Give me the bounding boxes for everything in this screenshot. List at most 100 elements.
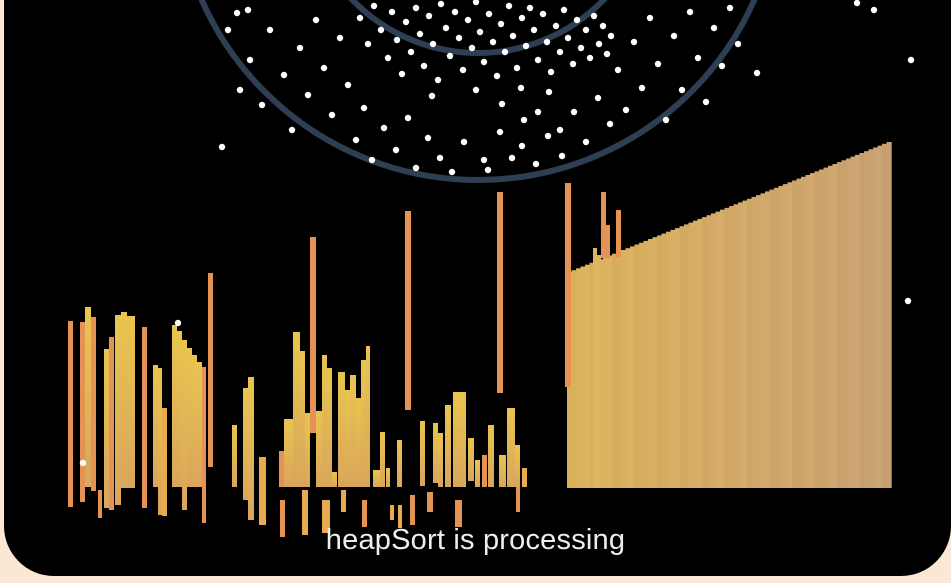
- star-dot: [468, 44, 476, 52]
- star-dot: [518, 14, 526, 22]
- ramp-bar: [576, 268, 582, 488]
- star-dot: [520, 116, 528, 124]
- star-dot: [320, 64, 328, 72]
- sort-bar: [115, 315, 121, 505]
- sort-bar: [475, 460, 480, 487]
- star-dot: [312, 16, 320, 24]
- star-dot: [544, 132, 552, 140]
- ramp-bar: [711, 213, 717, 488]
- star-dot: [753, 69, 761, 77]
- star-dot: [606, 120, 614, 128]
- star-dot: [594, 94, 602, 102]
- orbit-circle: [198, 0, 758, 183]
- star-dot: [436, 154, 444, 162]
- ramp-bar: [810, 173, 816, 488]
- ramp-bar: [778, 185, 784, 488]
- sort-bar: [293, 332, 300, 487]
- sort-bar: [280, 500, 285, 537]
- star-dot: [384, 54, 392, 62]
- sort-bar: [345, 390, 350, 487]
- ramp-bar: [657, 235, 663, 488]
- ramp-bar: [864, 151, 870, 488]
- star-dot: [280, 71, 288, 79]
- star-dot: [364, 40, 372, 48]
- ramp-bar: [846, 158, 852, 488]
- star-dot: [79, 459, 87, 467]
- ramp-bar: [742, 200, 748, 488]
- star-dot: [904, 297, 912, 305]
- sort-bar: [279, 451, 284, 487]
- star-dot: [412, 164, 420, 172]
- star-dot: [622, 106, 630, 114]
- ramp-bar: [882, 143, 888, 489]
- sort-bar: [507, 408, 515, 487]
- ramp-bar: [747, 198, 753, 489]
- sort-bar: [460, 392, 466, 487]
- star-dot: [569, 60, 577, 68]
- star-dot: [498, 100, 506, 108]
- ramp-bar: [603, 257, 609, 488]
- sort-bar: [80, 322, 85, 502]
- sort-bar: [153, 365, 158, 487]
- star-dot: [508, 154, 516, 162]
- ramp-bar: [738, 202, 744, 488]
- ramp-bar: [612, 253, 618, 488]
- orbit-circle: [348, 0, 608, 56]
- ramp-bar: [625, 248, 631, 488]
- star-dot: [360, 104, 368, 112]
- sort-bar: [104, 349, 109, 508]
- star-dot: [496, 128, 504, 136]
- star-dot: [539, 10, 547, 18]
- sort-bar: [322, 500, 330, 533]
- star-dot: [380, 124, 388, 132]
- star-dot: [595, 40, 603, 48]
- star-dot: [599, 22, 607, 30]
- ramp-bar: [859, 153, 865, 488]
- ramp-bar: [801, 176, 807, 489]
- star-dot: [328, 111, 336, 119]
- star-dot: [517, 84, 525, 92]
- star-dot: [543, 38, 551, 46]
- ramp-bar: [783, 184, 789, 488]
- star-dot: [460, 138, 468, 146]
- sort-bar: [361, 360, 366, 487]
- star-dot: [522, 42, 530, 50]
- sort-bar: [300, 351, 305, 487]
- ramp-bar: [643, 240, 649, 488]
- star-dot: [236, 86, 244, 94]
- star-dot: [734, 40, 742, 48]
- ramp-bar: [787, 182, 793, 489]
- star-dot: [607, 32, 615, 40]
- sort-bar: [482, 455, 487, 487]
- sort-bar: [202, 367, 206, 523]
- ramp-bar: [774, 187, 780, 489]
- ramp-bar: [580, 266, 586, 488]
- sort-bar: [158, 368, 162, 515]
- scene-wrap: heapSort is processing: [4, 0, 951, 576]
- sort-bar: [606, 225, 610, 258]
- star-dot: [582, 26, 590, 34]
- ramp-bar: [837, 162, 843, 488]
- sort-bar: [597, 255, 601, 488]
- sort-bar: [497, 192, 503, 393]
- star-dot: [513, 64, 521, 72]
- star-dot: [603, 50, 611, 58]
- ramp-bar: [585, 264, 591, 488]
- star-dot: [407, 48, 415, 56]
- star-dot: [646, 14, 654, 22]
- sort-bar: [121, 312, 127, 488]
- sort-bar: [499, 455, 506, 487]
- sort-bar: [338, 372, 345, 487]
- sort-bar: [208, 273, 213, 467]
- star-dot: [564, 34, 572, 42]
- star-dot: [459, 66, 467, 74]
- sort-bar: [172, 325, 177, 487]
- star-dot: [853, 0, 861, 7]
- star-dot: [726, 4, 734, 12]
- ramp-bar: [724, 207, 730, 488]
- star-dot: [398, 70, 406, 78]
- sort-bar: [109, 337, 114, 510]
- sort-bar: [182, 340, 187, 510]
- visualizer-panel: heapSort is processing: [4, 0, 951, 576]
